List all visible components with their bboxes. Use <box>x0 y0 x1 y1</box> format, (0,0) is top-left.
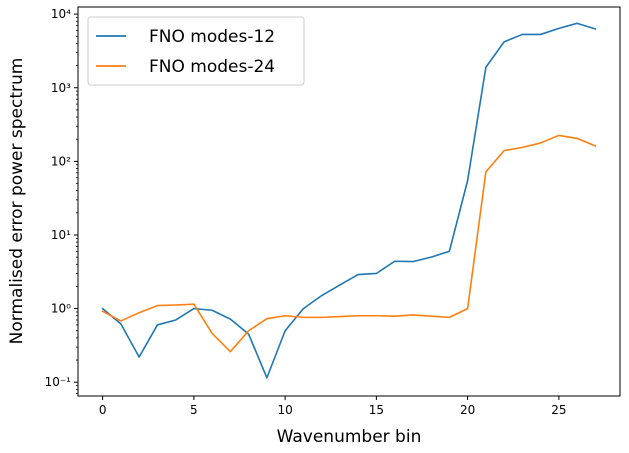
y-axis-label: Normalised error power spectrum <box>7 58 27 345</box>
y-tick-label: 10¹ <box>51 228 71 242</box>
y-tick-label: 10⁴ <box>51 7 71 21</box>
x-tick-label: 25 <box>551 403 566 417</box>
legend-box <box>87 16 305 86</box>
y-tick-label: 10³ <box>51 81 71 95</box>
plot-frame <box>77 6 621 397</box>
legend-label-2: FNO modes-24 <box>149 57 275 77</box>
x-tick-label: 5 <box>190 403 198 417</box>
x-tick-label: 15 <box>369 403 384 417</box>
x-tick-label: 10 <box>277 403 292 417</box>
y-axis: 10⁻¹ 10⁰ 10¹ 10² 10³ 10⁴ <box>45 7 78 395</box>
x-axis-label: Wavenumber bin <box>277 427 422 447</box>
x-tick-label: 0 <box>99 403 107 417</box>
x-tick-label: 20 <box>460 403 475 417</box>
series-line-1 <box>101 22 597 379</box>
series-layer <box>101 22 597 379</box>
y-tick-label: 10⁰ <box>51 302 71 316</box>
legend-label-1: FNO modes-12 <box>149 27 275 47</box>
x-axis: 0 5 10 15 20 25 <box>99 396 567 417</box>
legend: FNO modes-12 FNO modes-24 <box>87 16 305 86</box>
y-tick-label: 10⁻¹ <box>45 375 72 389</box>
series-line-2 <box>101 134 597 353</box>
y-tick-label: 10² <box>51 154 71 168</box>
